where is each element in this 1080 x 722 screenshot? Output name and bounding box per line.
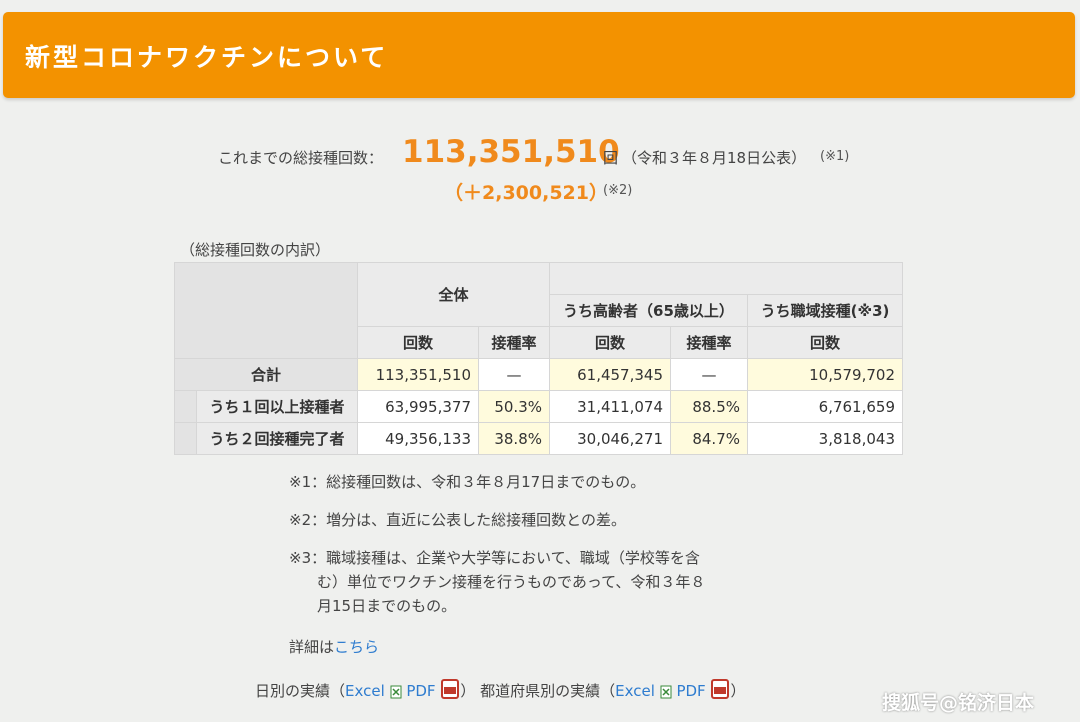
table-row: 合計 113,351,510 — 61,457,345 — 10,579,702 [174, 358, 903, 391]
col-workplace-count: 回数 [747, 326, 903, 359]
cell-elderly-count: 30,046,271 [549, 422, 671, 455]
col-all-count: 回数 [357, 326, 479, 359]
diff-summary: （＋2,300,521） (※2) [0, 176, 1080, 206]
cell-all-rate: 38.8% [478, 422, 550, 455]
pref-excel-link[interactable]: Excel [615, 682, 655, 700]
table-row: うち２回接種完了者 49,356,133 38.8% 30,046,271 84… [174, 422, 903, 455]
total-summary: これまでの総接種回数： 113,351,510 回 （令和３年８月18日公表） … [0, 130, 1080, 174]
table-caption: （総接種回数の内訳） [180, 241, 331, 259]
pref-close: ） [730, 682, 746, 700]
table-row: うち１回以上接種者 63,995,377 50.3% 31,411,074 88… [174, 390, 903, 423]
row-label: うち１回以上接種者 [196, 390, 358, 423]
total-footnote-ref: (※1) [820, 149, 850, 164]
footnote-3-line-3: 月15日までのもの。 [317, 597, 457, 615]
cell-all-rate: 50.3% [478, 390, 550, 423]
col-elderly-count: 回数 [549, 326, 671, 359]
group-workplace-header: うち職域接種(※3) [747, 294, 903, 327]
cell-workplace-count: 10,579,702 [747, 358, 903, 391]
row-indent [174, 390, 197, 423]
daily-close: ） [460, 682, 476, 700]
prefecture-results-label: 都道府県別の実績（ [480, 682, 616, 700]
footnote-1: ※1：総接種回数は、令和３年８月17日までのもの。 [289, 473, 646, 491]
cell-all-count: 63,995,377 [357, 390, 479, 423]
cell-elderly-count: 61,457,345 [549, 358, 671, 391]
group-spacer [549, 262, 903, 295]
group-elderly-header: うち高齢者（65歳以上） [549, 294, 748, 327]
daily-results-label: 日別の実績（ [255, 682, 346, 700]
row-indent [174, 422, 197, 455]
table-corner [174, 262, 358, 359]
row-label: うち２回接種完了者 [196, 422, 358, 455]
footnote-3-line-2: む）単位でワクチン接種を行うものであって、令和３年８ [317, 573, 706, 591]
col-elderly-rate: 接種率 [670, 326, 748, 359]
table-column-row: 回数 接種率 回数 接種率 回数 [175, 326, 903, 359]
total-unit: 回 [603, 149, 619, 167]
cell-elderly-rate: 88.5% [670, 390, 748, 423]
detail-line: 詳細はこちら [289, 636, 379, 657]
cell-workplace-count: 3,818,043 [747, 422, 903, 455]
footnote-2: ※2：増分は、直近に公表した総接種回数との差。 [289, 511, 626, 529]
col-all-rate: 接種率 [478, 326, 550, 359]
table-header-row: 全体 [174, 262, 903, 359]
detail-link[interactable]: こちら [334, 638, 380, 656]
total-value: 113,351,510 [402, 134, 620, 170]
group-all-header: 全体 [357, 262, 550, 327]
diff-value: （＋2,300,521） [444, 182, 608, 204]
breakdown-table: 全体 うち高齢者（65歳以上） うち職域接種(※3) 回数 接種率 回数 接種率… [174, 262, 903, 455]
pdf-icon [710, 679, 730, 703]
watermark: 搜狐号@铭济日本 [882, 692, 1035, 714]
cell-elderly-rate: — [670, 358, 748, 391]
excel-icon [660, 685, 672, 703]
row-label: 合計 [174, 358, 358, 391]
cell-all-count: 49,356,133 [357, 422, 479, 455]
total-label: これまでの総接種回数： [218, 149, 384, 167]
excel-icon [390, 685, 402, 703]
diff-footnote-ref: (※2) [603, 183, 633, 198]
daily-excel-link[interactable]: Excel [345, 682, 385, 700]
pref-pdf-link[interactable]: PDF [676, 682, 706, 700]
cell-all-count: 113,351,510 [357, 358, 479, 391]
cell-workplace-count: 6,761,659 [747, 390, 903, 423]
cell-all-rate: — [478, 358, 550, 391]
pdf-icon [440, 679, 460, 703]
cell-elderly-rate: 84.7% [670, 422, 748, 455]
footnote-3: ※3：職域接種は、企業や大学等において、職域（学校等を含 [289, 549, 700, 567]
detail-prefix: 詳細は [289, 638, 335, 656]
download-links: 日別の実績（Excel PDF ） 都道府県別の実績（Excel PDF ） [255, 679, 745, 703]
total-published-note: （令和３年８月18日公表） [622, 149, 807, 167]
page-title: 新型コロナワクチンについて [25, 43, 389, 72]
table-subgroup-row: うち高齢者（65歳以上） うち職域接種(※3) [175, 294, 903, 327]
daily-pdf-link[interactable]: PDF [406, 682, 436, 700]
page-header: 新型コロナワクチンについて [3, 12, 1075, 98]
cell-elderly-count: 31,411,074 [549, 390, 671, 423]
